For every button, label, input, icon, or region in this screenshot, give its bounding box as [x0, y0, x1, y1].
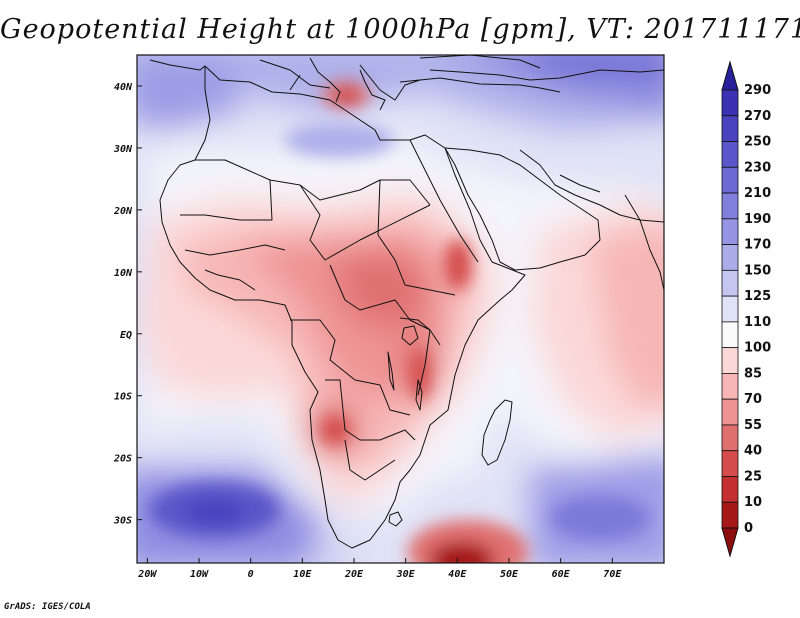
colorbar-swatch	[721, 476, 739, 503]
lon-tick-label: 70E	[603, 569, 622, 580]
colorbar-label: 250	[744, 135, 771, 150]
lon-tick-label: 20E	[344, 569, 364, 580]
colorbar-cap-top	[721, 60, 739, 91]
colorbar-swatch	[721, 166, 739, 194]
colorbar-swatch	[721, 269, 739, 297]
lon-tick-label: 10E	[293, 569, 312, 580]
chart-title: Geopotential Height at 1000hPa [gpm], VT…	[0, 14, 800, 45]
lon-tick-label: 20W	[137, 569, 157, 580]
lat-tick-label: 20S	[113, 454, 132, 465]
colorbar-swatch	[721, 501, 739, 529]
colorbar-label: 230	[744, 160, 771, 175]
colorbar-swatch	[721, 347, 739, 374]
lat-tick-label: 40N	[114, 82, 133, 93]
colorbar-swatch	[721, 192, 739, 220]
colorbar-swatch	[721, 373, 739, 400]
lon-tick-label: 0	[248, 569, 254, 580]
longitude-axis: 20W 10W 0 10E 20E 30E 40E 50E 60E 70E	[137, 558, 622, 580]
colorbar-label: 85	[744, 366, 762, 381]
colorbar-swatch	[721, 424, 739, 452]
colorbar-label: 270	[744, 109, 771, 124]
colorbar-label: 55	[744, 418, 762, 433]
colorbar-label: 0	[744, 521, 753, 536]
colorbar-label: 40	[744, 444, 762, 459]
coastlines	[149, 55, 664, 549]
colorbar-swatch	[721, 450, 739, 477]
colorbar-label: 125	[744, 289, 771, 304]
colorbar-swatch	[721, 295, 739, 323]
colorbar-swatch	[721, 89, 739, 117]
colorbar-swatch	[721, 398, 739, 426]
lon-tick-label: 60E	[552, 569, 571, 580]
plot-frame	[136, 54, 665, 564]
lat-tick-label: 10N	[114, 268, 133, 279]
height-field	[137, 55, 664, 563]
colorbar-label: 290	[744, 83, 771, 98]
lat-tick-label: 30S	[113, 516, 132, 527]
colorbar-swatch	[721, 321, 739, 349]
colorbar-label: 210	[744, 186, 771, 201]
colorbar-label: 150	[744, 263, 771, 278]
colorbar-label: 25	[744, 469, 762, 484]
colorbar-cap-bottom	[721, 527, 739, 558]
lat-tick-label: 10S	[114, 392, 132, 403]
colorbar-swatch	[721, 115, 739, 142]
lon-tick-label: 30E	[396, 569, 416, 580]
colorbar-label: 190	[744, 212, 771, 227]
credit-text: GrADS: IGES/COLA	[4, 602, 91, 612]
colorbar-label: 70	[744, 392, 762, 407]
colorbar-swatch	[721, 244, 739, 271]
lon-tick-label: 40E	[448, 569, 467, 580]
colorbar-label: 100	[744, 341, 771, 356]
lat-tick-label: 20N	[113, 206, 133, 217]
lat-tick-label: EQ	[120, 330, 132, 341]
lat-tick-label: 30N	[113, 144, 133, 155]
colorbar-swatch	[721, 218, 739, 245]
lon-tick-label: 50E	[500, 569, 519, 580]
colorbar-swatch	[721, 141, 739, 168]
latitude-axis: 40N 30N 20N 10N EQ 10S 20S 30S	[113, 82, 142, 527]
lon-tick-label: 10W	[190, 569, 209, 580]
colorbar-label: 170	[744, 238, 771, 253]
colorbar: 2902702502302101901701501251101008570554…	[721, 60, 771, 558]
colorbar-label: 110	[744, 315, 771, 330]
colorbar-label: 10	[744, 495, 762, 510]
